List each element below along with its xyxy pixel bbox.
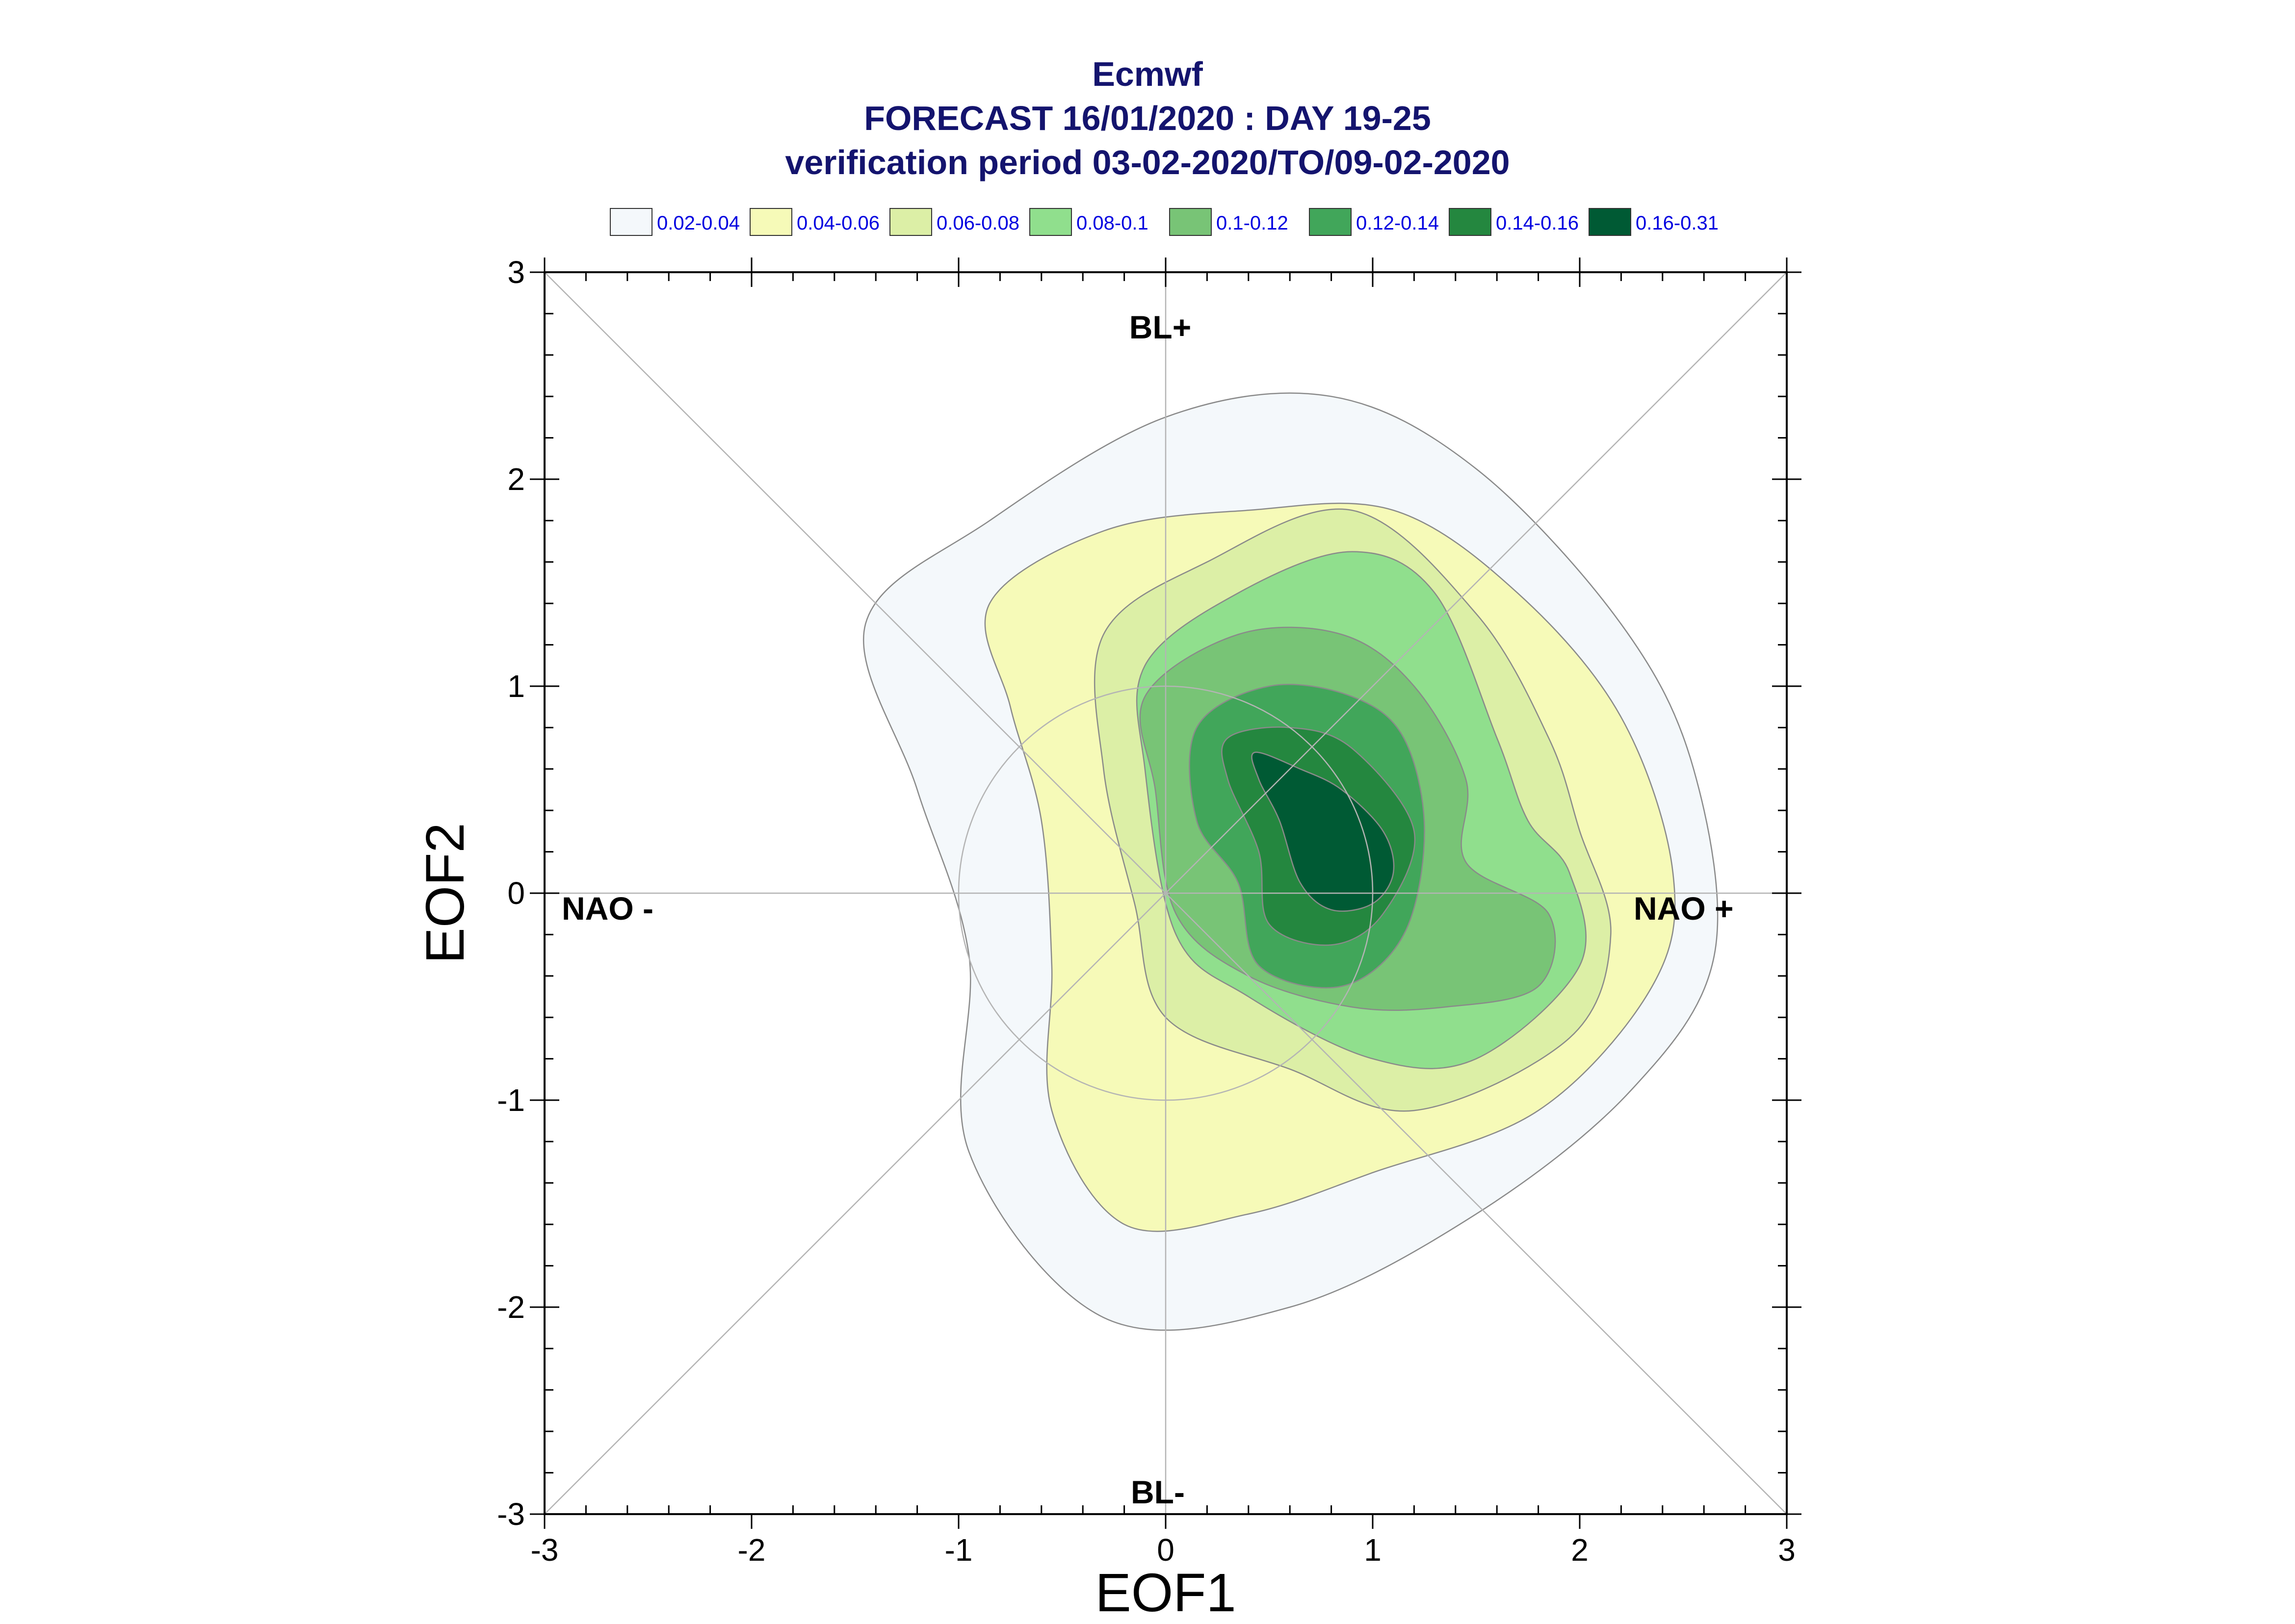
density-contours xyxy=(862,392,1719,1331)
legend-swatch-0-1-0-12 xyxy=(1169,208,1212,236)
x-tick-labels: -3 -2 -1 0 1 2 3 xyxy=(531,1532,1796,1568)
chart-title: Ecmwf xyxy=(1092,55,1203,93)
y-tick-label: 3 xyxy=(507,255,525,290)
legend-swatch-0-16-0-31 xyxy=(1589,208,1631,236)
x-tick-label: -2 xyxy=(738,1532,766,1568)
legend-swatch-0-04-0-06 xyxy=(750,208,792,236)
chart-period: verification period 03-02-2020/TO/09-02-… xyxy=(785,143,1510,181)
x-tick-label: -3 xyxy=(531,1532,559,1568)
legend-label-0-16-0-31: 0.16-0.31 xyxy=(1636,212,1719,234)
x-axis-label: EOF1 xyxy=(1095,1563,1236,1623)
legend-swatch-0-02-0-04 xyxy=(610,208,652,236)
legend-label-0-02-0-04: 0.02-0.04 xyxy=(657,212,740,234)
ref-unit-circle xyxy=(958,685,1374,1101)
y-tick-label: 1 xyxy=(507,669,525,704)
plot-area: -3 -2 -1 0 1 2 3 3 2 1 0 -1 -2 -3 xyxy=(497,255,1801,1568)
x-tick-label: -1 xyxy=(945,1532,973,1568)
regime-label-nao-plus: NAO + xyxy=(1634,890,1734,927)
regime-label-bl-minus: BL- xyxy=(1131,1474,1185,1510)
y-tick-labels: 3 2 1 0 -1 -2 -3 xyxy=(497,255,525,1532)
color-legend: 0.02-0.04 0.04-0.06 0.06-0.08 0.08-0.1 0.1-0… xyxy=(610,208,1719,236)
y-tick-label: 0 xyxy=(507,876,525,911)
legend-label-0-14-0-16: 0.14-0.16 xyxy=(1496,212,1579,234)
x-tick-label: 1 xyxy=(1364,1532,1382,1568)
y-axis-label: EOF2 xyxy=(415,823,475,963)
x-tick-label: 2 xyxy=(1571,1532,1589,1568)
ref-line-diagonal-down xyxy=(544,272,1787,1515)
legend-label-0-12-0-14: 0.12-0.14 xyxy=(1356,212,1439,234)
legend-swatch-0-08-0-1 xyxy=(1029,208,1072,236)
legend-swatch-0-12-0-14 xyxy=(1309,208,1352,236)
legend-swatch-0-14-0-16 xyxy=(1449,208,1491,236)
legend-label-0-08-0-1: 0.08-0.1 xyxy=(1076,212,1148,234)
y-tick-label: 2 xyxy=(507,462,525,497)
legend-label-0-04-0-06: 0.04-0.06 xyxy=(797,212,880,234)
legend-label-0-06-0-08: 0.06-0.08 xyxy=(937,212,1019,234)
axis-ticks xyxy=(530,258,1801,1529)
y-tick-label: -3 xyxy=(497,1496,525,1532)
regime-label-nao-minus: NAO - xyxy=(562,890,653,927)
legend-label-0-1-0-12: 0.1-0.12 xyxy=(1216,212,1288,234)
legend-swatch-0-06-0-08 xyxy=(889,208,932,236)
x-tick-label: 3 xyxy=(1778,1532,1796,1568)
y-tick-label: -1 xyxy=(497,1083,525,1118)
x-tick-label: 0 xyxy=(1157,1532,1174,1568)
y-tick-label: -2 xyxy=(497,1289,525,1325)
regime-label-bl-plus: BL+ xyxy=(1129,309,1192,345)
chart-subtitle: FORECAST 16/01/2020 : DAY 19-25 xyxy=(864,99,1431,137)
reference-lines xyxy=(544,272,1787,1515)
